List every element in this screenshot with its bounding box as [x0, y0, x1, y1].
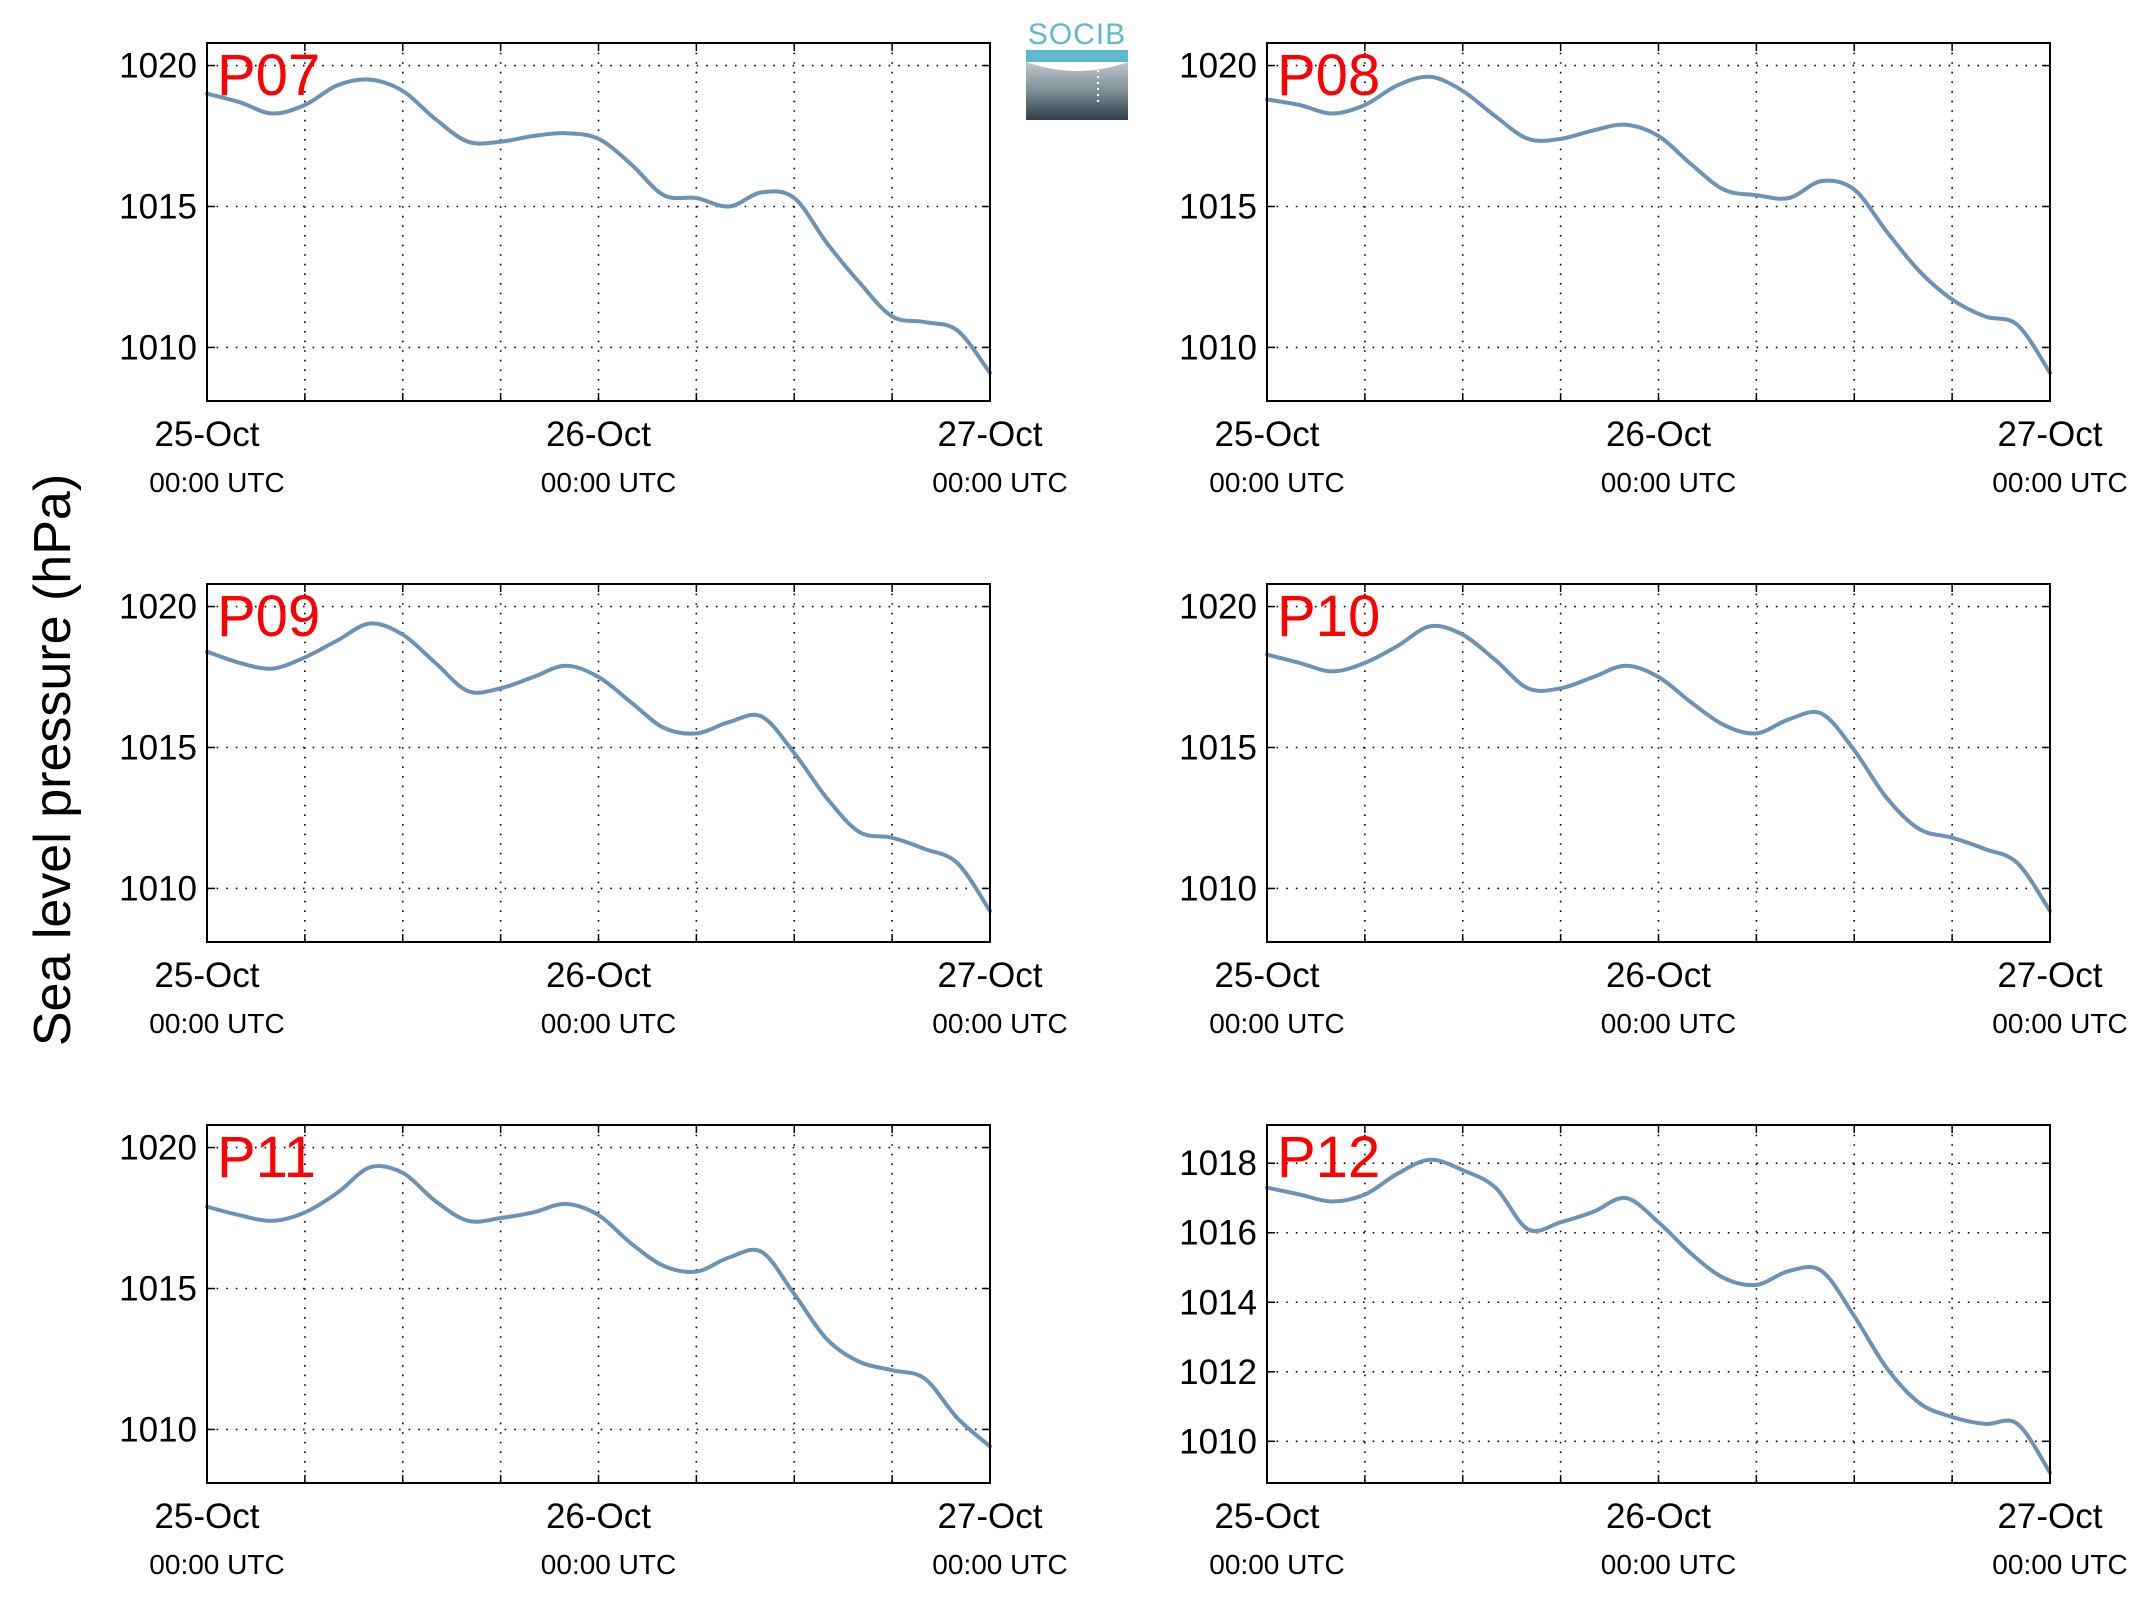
- x-tick-label: 27-Oct: [1997, 1497, 2102, 1536]
- y-axis-label: Sea level pressure (hPa): [24, 474, 82, 1046]
- y-tick-label: 1010: [119, 328, 197, 367]
- x-tick-sublabel: 00:00 UTC: [541, 1549, 676, 1580]
- x-tick-sublabel: 00:00 UTC: [1601, 1549, 1736, 1580]
- series-line: [1265, 623, 2052, 913]
- axes-frame: [1266, 583, 2051, 943]
- x-tick-sublabel: 00:00 UTC: [1209, 1549, 1344, 1580]
- x-tick-label: 27-Oct: [1997, 956, 2102, 995]
- x-tick-sublabel: 00:00 UTC: [1209, 1008, 1344, 1039]
- panel-label: P09: [217, 584, 320, 649]
- y-tick-label: 1010: [1179, 328, 1257, 367]
- x-tick-label: 26-Oct: [1606, 956, 1711, 995]
- x-tick-sublabel: 00:00 UTC: [149, 1008, 284, 1039]
- panel-p09: 1010 1015 1020 25-Oct 00:00 UTC 26-Oct 00:00 U…: [119, 583, 1068, 1039]
- axes-frame: [1266, 42, 2051, 402]
- x-tick-sublabel: 00:00 UTC: [1601, 1008, 1736, 1039]
- y-tick-label: 1010: [1179, 869, 1257, 908]
- panel-label: P07: [217, 43, 320, 108]
- series-line: [205, 1163, 992, 1449]
- x-tick-label: 25-Oct: [154, 1497, 259, 1536]
- y-tick-label: 1015: [1179, 187, 1257, 226]
- y-tick-label: 1012: [1179, 1353, 1257, 1392]
- x-tick-label: 25-Oct: [1214, 1497, 1319, 1536]
- y-tick-label: 1015: [119, 1269, 197, 1308]
- y-tick-label: 1010: [119, 1410, 197, 1449]
- x-tick-sublabel: 00:00 UTC: [149, 1549, 284, 1580]
- y-tick-label: 1020: [1179, 588, 1257, 627]
- series-line: [205, 77, 992, 375]
- x-tick-label: 26-Oct: [1606, 1497, 1711, 1536]
- x-tick-label: 25-Oct: [154, 415, 259, 454]
- panel-label: P11: [217, 1125, 316, 1190]
- x-tick-label: 25-Oct: [154, 956, 259, 995]
- y-tick-label: 1020: [119, 47, 197, 86]
- y-tick-label: 1020: [119, 588, 197, 627]
- panels: 1010 1015 1020 25-Oct 00:00 UTC 26-Oct 00:00 U…: [119, 42, 2128, 1580]
- x-tick-label: 25-Oct: [1214, 415, 1319, 454]
- series-line: [205, 621, 992, 913]
- x-tick-label: 25-Oct: [1214, 956, 1319, 995]
- x-tick-sublabel: 00:00 UTC: [149, 467, 284, 498]
- y-tick-label: 1010: [119, 869, 197, 908]
- panel-p08: 1010 1015 1020 25-Oct 00:00 UTC 26-Oct 00:00 U…: [1179, 42, 2128, 498]
- x-tick-sublabel: 00:00 UTC: [1992, 467, 2127, 498]
- x-tick-sublabel: 00:00 UTC: [1992, 1008, 2127, 1039]
- panel-label: P12: [1277, 1125, 1380, 1190]
- axes-frame: [1266, 1124, 2051, 1484]
- x-tick-label: 26-Oct: [1606, 415, 1711, 454]
- y-tick-label: 1014: [1179, 1283, 1257, 1322]
- socib-logo: SOCIB: [1026, 18, 1128, 120]
- series-line: [1265, 74, 2052, 375]
- x-tick-label: 26-Oct: [546, 415, 651, 454]
- y-tick-label: 1016: [1179, 1214, 1257, 1253]
- x-tick-sublabel: 00:00 UTC: [932, 467, 1067, 498]
- x-tick-sublabel: 00:00 UTC: [1601, 467, 1736, 498]
- axes-frame: [206, 583, 991, 943]
- y-tick-label: 1020: [1179, 47, 1257, 86]
- panel-p07: 1010 1015 1020 25-Oct 00:00 UTC 26-Oct 00:00 U…: [119, 42, 1068, 498]
- x-tick-sublabel: 00:00 UTC: [541, 467, 676, 498]
- x-tick-label: 27-Oct: [937, 415, 1042, 454]
- x-tick-label: 27-Oct: [937, 1497, 1042, 1536]
- x-tick-label: 27-Oct: [1997, 415, 2102, 454]
- x-tick-sublabel: 00:00 UTC: [1209, 467, 1344, 498]
- axes-frame: [206, 42, 991, 402]
- x-tick-sublabel: 00:00 UTC: [1992, 1549, 2127, 1580]
- axes-frame: [206, 1124, 991, 1484]
- panel-label: P10: [1277, 584, 1380, 649]
- x-tick-label: 26-Oct: [546, 1497, 651, 1536]
- socib-logo-text: SOCIB: [1028, 18, 1126, 51]
- y-tick-label: 1020: [119, 1129, 197, 1168]
- y-tick-label: 1015: [119, 187, 197, 226]
- y-tick-label: 1018: [1179, 1144, 1257, 1183]
- x-tick-sublabel: 00:00 UTC: [932, 1008, 1067, 1039]
- x-tick-sublabel: 00:00 UTC: [541, 1008, 676, 1039]
- panel-p11: 1010 1015 1020 25-Oct 00:00 UTC 26-Oct 00:00 U…: [119, 1124, 1068, 1580]
- series-line: [1265, 1157, 2052, 1475]
- y-tick-label: 1015: [1179, 728, 1257, 767]
- y-tick-label: 1015: [119, 728, 197, 767]
- x-tick-label: 26-Oct: [546, 956, 651, 995]
- panel-p12: 1010 1012 1014 1016 1018 25-Oct 00:00 UTC 26-Oc…: [1179, 1124, 2128, 1580]
- panel-label: P08: [1277, 43, 1380, 108]
- y-tick-label: 1010: [1179, 1422, 1257, 1461]
- x-tick-sublabel: 00:00 UTC: [932, 1549, 1067, 1580]
- x-tick-label: 27-Oct: [937, 956, 1042, 995]
- panel-p10: 1010 1015 1020 25-Oct 00:00 UTC 26-Oct 00:00 U…: [1179, 583, 2128, 1039]
